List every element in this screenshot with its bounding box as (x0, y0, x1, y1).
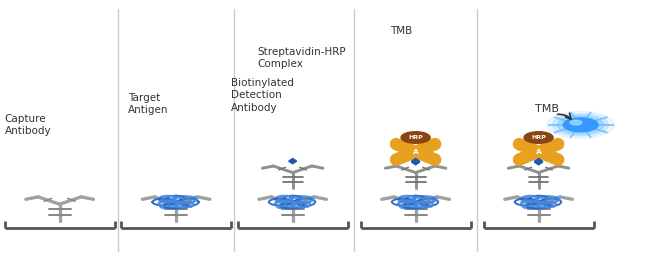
Text: HRP: HRP (408, 135, 423, 140)
Polygon shape (534, 159, 543, 165)
Text: A: A (413, 149, 419, 155)
Polygon shape (289, 159, 296, 164)
Circle shape (552, 114, 608, 136)
Circle shape (401, 132, 430, 143)
Text: TMB: TMB (390, 26, 412, 36)
Polygon shape (534, 159, 543, 164)
Circle shape (570, 120, 582, 125)
Circle shape (563, 118, 598, 132)
Text: Biotinylated
Detection
Antibody: Biotinylated Detection Antibody (231, 78, 294, 113)
Text: A: A (536, 149, 541, 155)
Circle shape (405, 148, 426, 156)
Circle shape (524, 132, 553, 143)
Text: TMB: TMB (535, 104, 559, 114)
Circle shape (528, 148, 549, 156)
Text: Capture
Antibody: Capture Antibody (5, 114, 51, 136)
Text: Target
Antigen: Target Antigen (127, 93, 168, 115)
Text: HRP: HRP (531, 135, 546, 140)
Polygon shape (411, 159, 419, 164)
Text: Streptavidin-HRP
Complex: Streptavidin-HRP Complex (257, 47, 346, 69)
Circle shape (547, 112, 614, 138)
Circle shape (557, 116, 604, 134)
Polygon shape (411, 159, 420, 165)
